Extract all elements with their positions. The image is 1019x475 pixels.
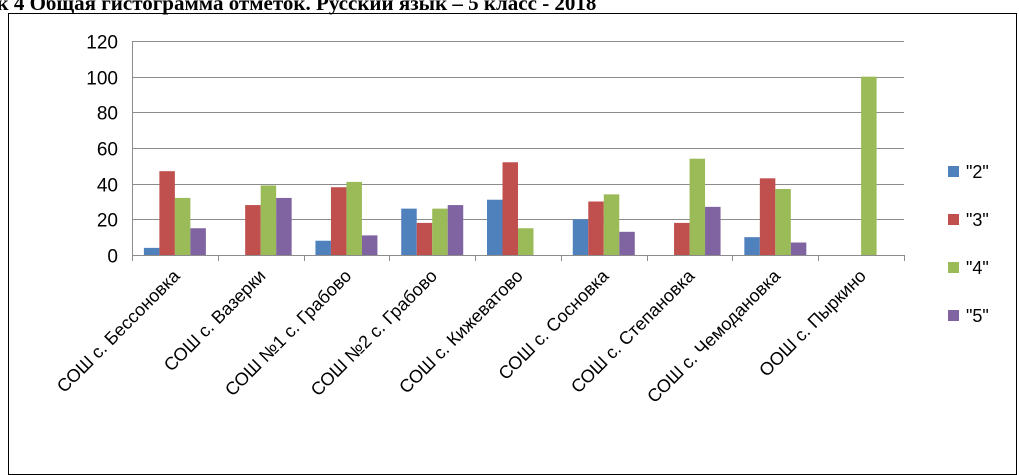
bar xyxy=(245,205,261,255)
bar xyxy=(401,208,417,255)
bars xyxy=(143,76,877,256)
bar xyxy=(190,228,206,255)
bar xyxy=(346,181,362,255)
bar xyxy=(759,178,776,255)
y-tick-label: 40 xyxy=(97,176,118,197)
legend-label: "2" xyxy=(966,162,989,182)
legend-swatch xyxy=(948,262,959,273)
bar xyxy=(502,162,518,255)
legend: "2" "3" "4" "5" xyxy=(948,162,989,326)
legend-label: "5" xyxy=(966,306,989,326)
bar xyxy=(674,222,690,255)
bar xyxy=(487,199,503,255)
bar xyxy=(276,197,292,255)
y-tick-label: 0 xyxy=(107,247,118,268)
y-tick-label: 20 xyxy=(97,211,118,232)
bar xyxy=(518,228,534,255)
legend-label: "4" xyxy=(966,258,989,278)
bar xyxy=(315,240,331,255)
legend-swatch xyxy=(948,166,959,177)
bar xyxy=(790,242,807,255)
bar xyxy=(260,185,277,255)
y-tick-label: 80 xyxy=(97,104,118,125)
bar xyxy=(588,201,604,255)
bar xyxy=(861,76,877,256)
y-tick-label: 120 xyxy=(86,33,118,54)
bar xyxy=(143,247,160,255)
legend-swatch xyxy=(948,310,959,321)
bar xyxy=(361,235,378,255)
bar xyxy=(432,208,448,255)
y-axis-ticks: 0 20 40 60 80 100 120 xyxy=(86,33,118,268)
bar xyxy=(689,158,706,255)
bar xyxy=(330,187,347,255)
bar xyxy=(159,171,175,255)
bar xyxy=(447,205,464,255)
y-tick-label: 100 xyxy=(86,69,118,90)
bar xyxy=(603,194,620,255)
legend-label: "3" xyxy=(966,210,989,230)
bar xyxy=(705,206,721,255)
legend-swatch xyxy=(948,214,959,225)
bar xyxy=(619,231,635,255)
bar xyxy=(572,219,589,255)
x-category-label: СОШ с. Бессоновка xyxy=(53,265,184,396)
bar xyxy=(775,189,791,255)
bar xyxy=(744,237,760,255)
bar xyxy=(416,222,433,255)
y-tick-label: 60 xyxy=(97,140,118,161)
chart-title: ок 4 Общая гистограмма отметок. Русский … xyxy=(0,0,597,15)
bar xyxy=(174,197,191,255)
